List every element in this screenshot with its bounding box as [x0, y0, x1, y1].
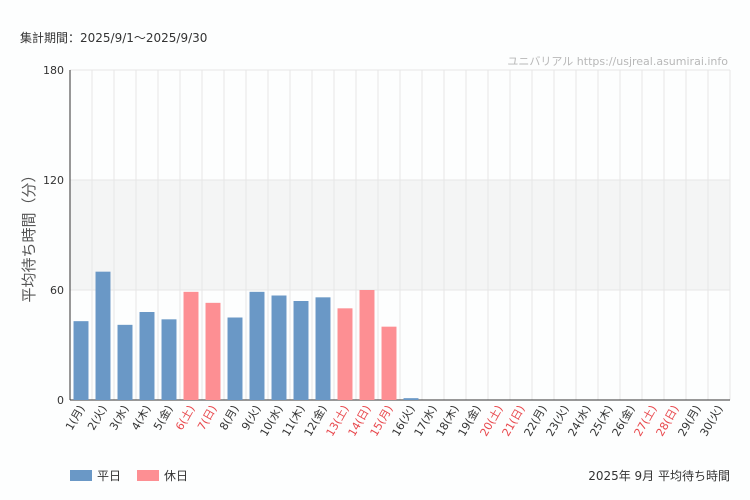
credit-label: ユニバリアル https://usjreal.asumirai.info — [507, 55, 728, 68]
bar[interactable] — [337, 308, 353, 400]
x-tick-label: 30(火) — [698, 403, 726, 439]
legend-label-holiday: 休日 — [164, 469, 189, 483]
x-tick-label: 5(金) — [150, 403, 175, 433]
y-axis-label: 平均待ち時間（分） — [20, 167, 38, 302]
x-tick-label: 2(火) — [85, 403, 110, 433]
bar[interactable] — [381, 326, 397, 400]
y-tick-label: 60 — [50, 284, 64, 297]
bar[interactable] — [249, 291, 265, 400]
period-label: 集計期間：2025/9/1〜2025/9/30 — [20, 31, 208, 45]
bar[interactable] — [183, 291, 199, 400]
legend-label-weekday: 平日 — [97, 469, 122, 483]
legend-swatch-holiday — [137, 470, 160, 481]
footer-title: 2025年 9月 平均待ち時間 — [588, 469, 730, 483]
legend-item-holiday[interactable]: 休日 — [137, 467, 188, 484]
legend-item-weekday[interactable]: 平日 — [70, 467, 121, 484]
bar[interactable] — [73, 321, 89, 400]
bar[interactable] — [205, 302, 221, 400]
bar[interactable] — [95, 271, 111, 400]
x-tick-label: 6(土) — [173, 403, 198, 433]
y-tick-label: 120 — [43, 174, 64, 187]
bar[interactable] — [403, 398, 419, 400]
bar[interactable] — [315, 297, 331, 400]
bar[interactable] — [139, 312, 155, 400]
bar[interactable] — [359, 290, 375, 400]
bar[interactable] — [117, 324, 133, 400]
legend-swatch-weekday — [70, 470, 92, 481]
legend: 平日 休日 — [70, 467, 204, 484]
x-tick-label: 3(水) — [107, 403, 132, 433]
x-tick-label: 7(日) — [195, 403, 220, 433]
x-tick-label: 4(木) — [129, 403, 154, 433]
bar[interactable] — [227, 317, 243, 401]
x-tick-label: 1(月) — [63, 403, 88, 433]
bar[interactable] — [293, 301, 309, 400]
bar[interactable] — [271, 295, 287, 401]
bar[interactable] — [161, 319, 177, 400]
x-tick-label: 8(月) — [217, 403, 242, 433]
y-tick-label: 180 — [43, 64, 64, 77]
y-tick-label: 0 — [57, 394, 64, 407]
